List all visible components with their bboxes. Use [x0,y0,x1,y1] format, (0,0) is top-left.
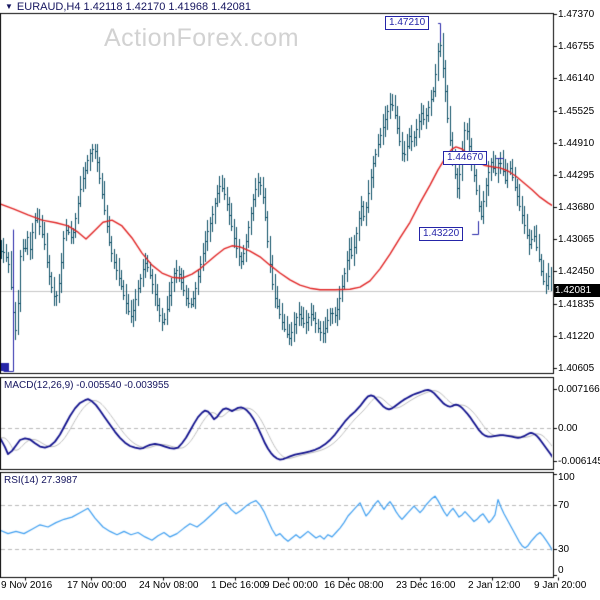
price-axis-label: 1.42450 [558,266,595,277]
date-label: 9 Dec 00:00 [264,580,318,591]
price-axis-label: 1.46755 [558,41,595,52]
collapse-arrow-icon[interactable]: ▼ [5,2,13,11]
price-axis-label: 1.43065 [558,234,595,245]
macd-indicator-label: MACD(12,26,9) -0.005540 -0.003955 [4,380,170,391]
rsi-axis-label: 30 [558,544,570,555]
price-callout-support[interactable]: 1.43220 [419,227,464,241]
price-axis-label: 1.40605 [558,363,595,374]
date-label: 9 Nov 2016 [1,580,53,591]
price-axis-label: 1.43680 [558,202,595,213]
macd-axis-label: -0.006145 [558,456,600,467]
price-axis-label: 1.47370 [558,9,595,20]
price-axis-label: 1.44910 [558,138,595,149]
rsi-axis-label: 100 [558,472,575,483]
title-row: ▼ EURAUD,H4 1.42118 1.42170 1.41968 1.420… [5,1,251,13]
price-callout-high[interactable]: 1.47210 [385,16,430,30]
date-label: 1 Dec 16:00 [211,580,265,591]
price-callout-resistance[interactable]: 1.44670 [443,151,488,165]
rsi-axis-label: 0 [558,565,564,576]
date-label: 17 Nov 00:00 [67,580,127,591]
date-label: 9 Jan 20:00 [534,580,587,591]
rsi-indicator-label: RSI(14) 27.3987 [4,475,78,486]
date-label: 23 Dec 16:00 [396,580,456,591]
current-price-label: 1.42081 [554,284,600,297]
date-label: 16 Dec 08:00 [324,580,384,591]
price-axis-label: 1.41220 [558,331,595,342]
rsi-axis-label: 70 [558,500,570,511]
macd-axis-label: 0.007166 [558,384,600,395]
price-axis-label: 1.46140 [558,73,595,84]
date-label: 24 Nov 08:00 [139,580,199,591]
chart-title: EURAUD,H4 1.42118 1.42170 1.41968 1.4208… [16,1,251,13]
watermark: ActionForex.com [104,24,300,52]
price-axis-label: 1.41835 [558,299,595,310]
price-axis-label: 1.45525 [558,106,595,117]
price-axis-label: 1.44295 [558,170,595,181]
date-label: 2 Jan 12:00 [468,580,521,591]
macd-axis-label: 0.00 [558,423,578,434]
